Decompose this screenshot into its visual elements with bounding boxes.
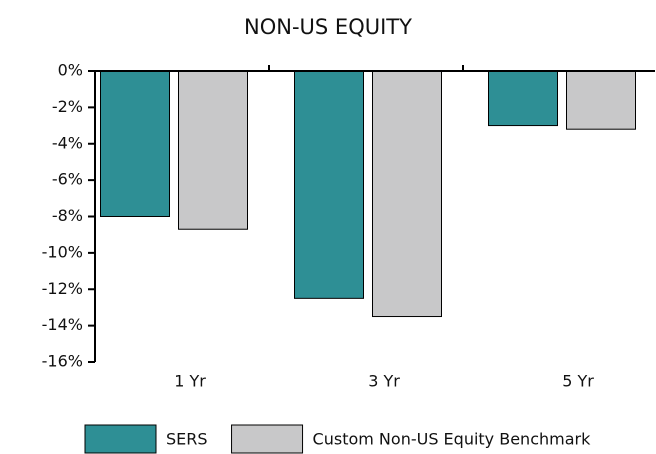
- bar: [372, 70, 442, 318]
- legend-label: Custom Non-US Equity Benchmark: [313, 430, 592, 449]
- x-tick-label: 1 Yr: [174, 372, 206, 391]
- y-tick-label: -14%: [42, 315, 83, 334]
- y-tick-label: -2%: [52, 97, 83, 116]
- bar: [294, 70, 364, 299]
- y-tick-label: -4%: [52, 133, 83, 152]
- y-tick-label: -12%: [42, 279, 83, 298]
- legend-label: SERS: [166, 430, 208, 449]
- bar: [566, 70, 636, 130]
- bar: [488, 70, 558, 127]
- y-tick-label: -8%: [52, 206, 83, 225]
- legend-swatch: [231, 424, 304, 454]
- y-tick-label: 0%: [58, 61, 83, 80]
- y-tick-label: -6%: [52, 170, 83, 189]
- bar: [178, 70, 248, 230]
- chart-title: NON-US EQUITY: [244, 15, 412, 39]
- y-tick-label: -10%: [42, 242, 83, 261]
- x-tick-label: 5 Yr: [562, 372, 594, 391]
- y-tick-label: -16%: [42, 352, 83, 371]
- bar: [100, 70, 170, 217]
- x-tick-label: 3 Yr: [368, 372, 400, 391]
- legend-swatch: [84, 424, 157, 454]
